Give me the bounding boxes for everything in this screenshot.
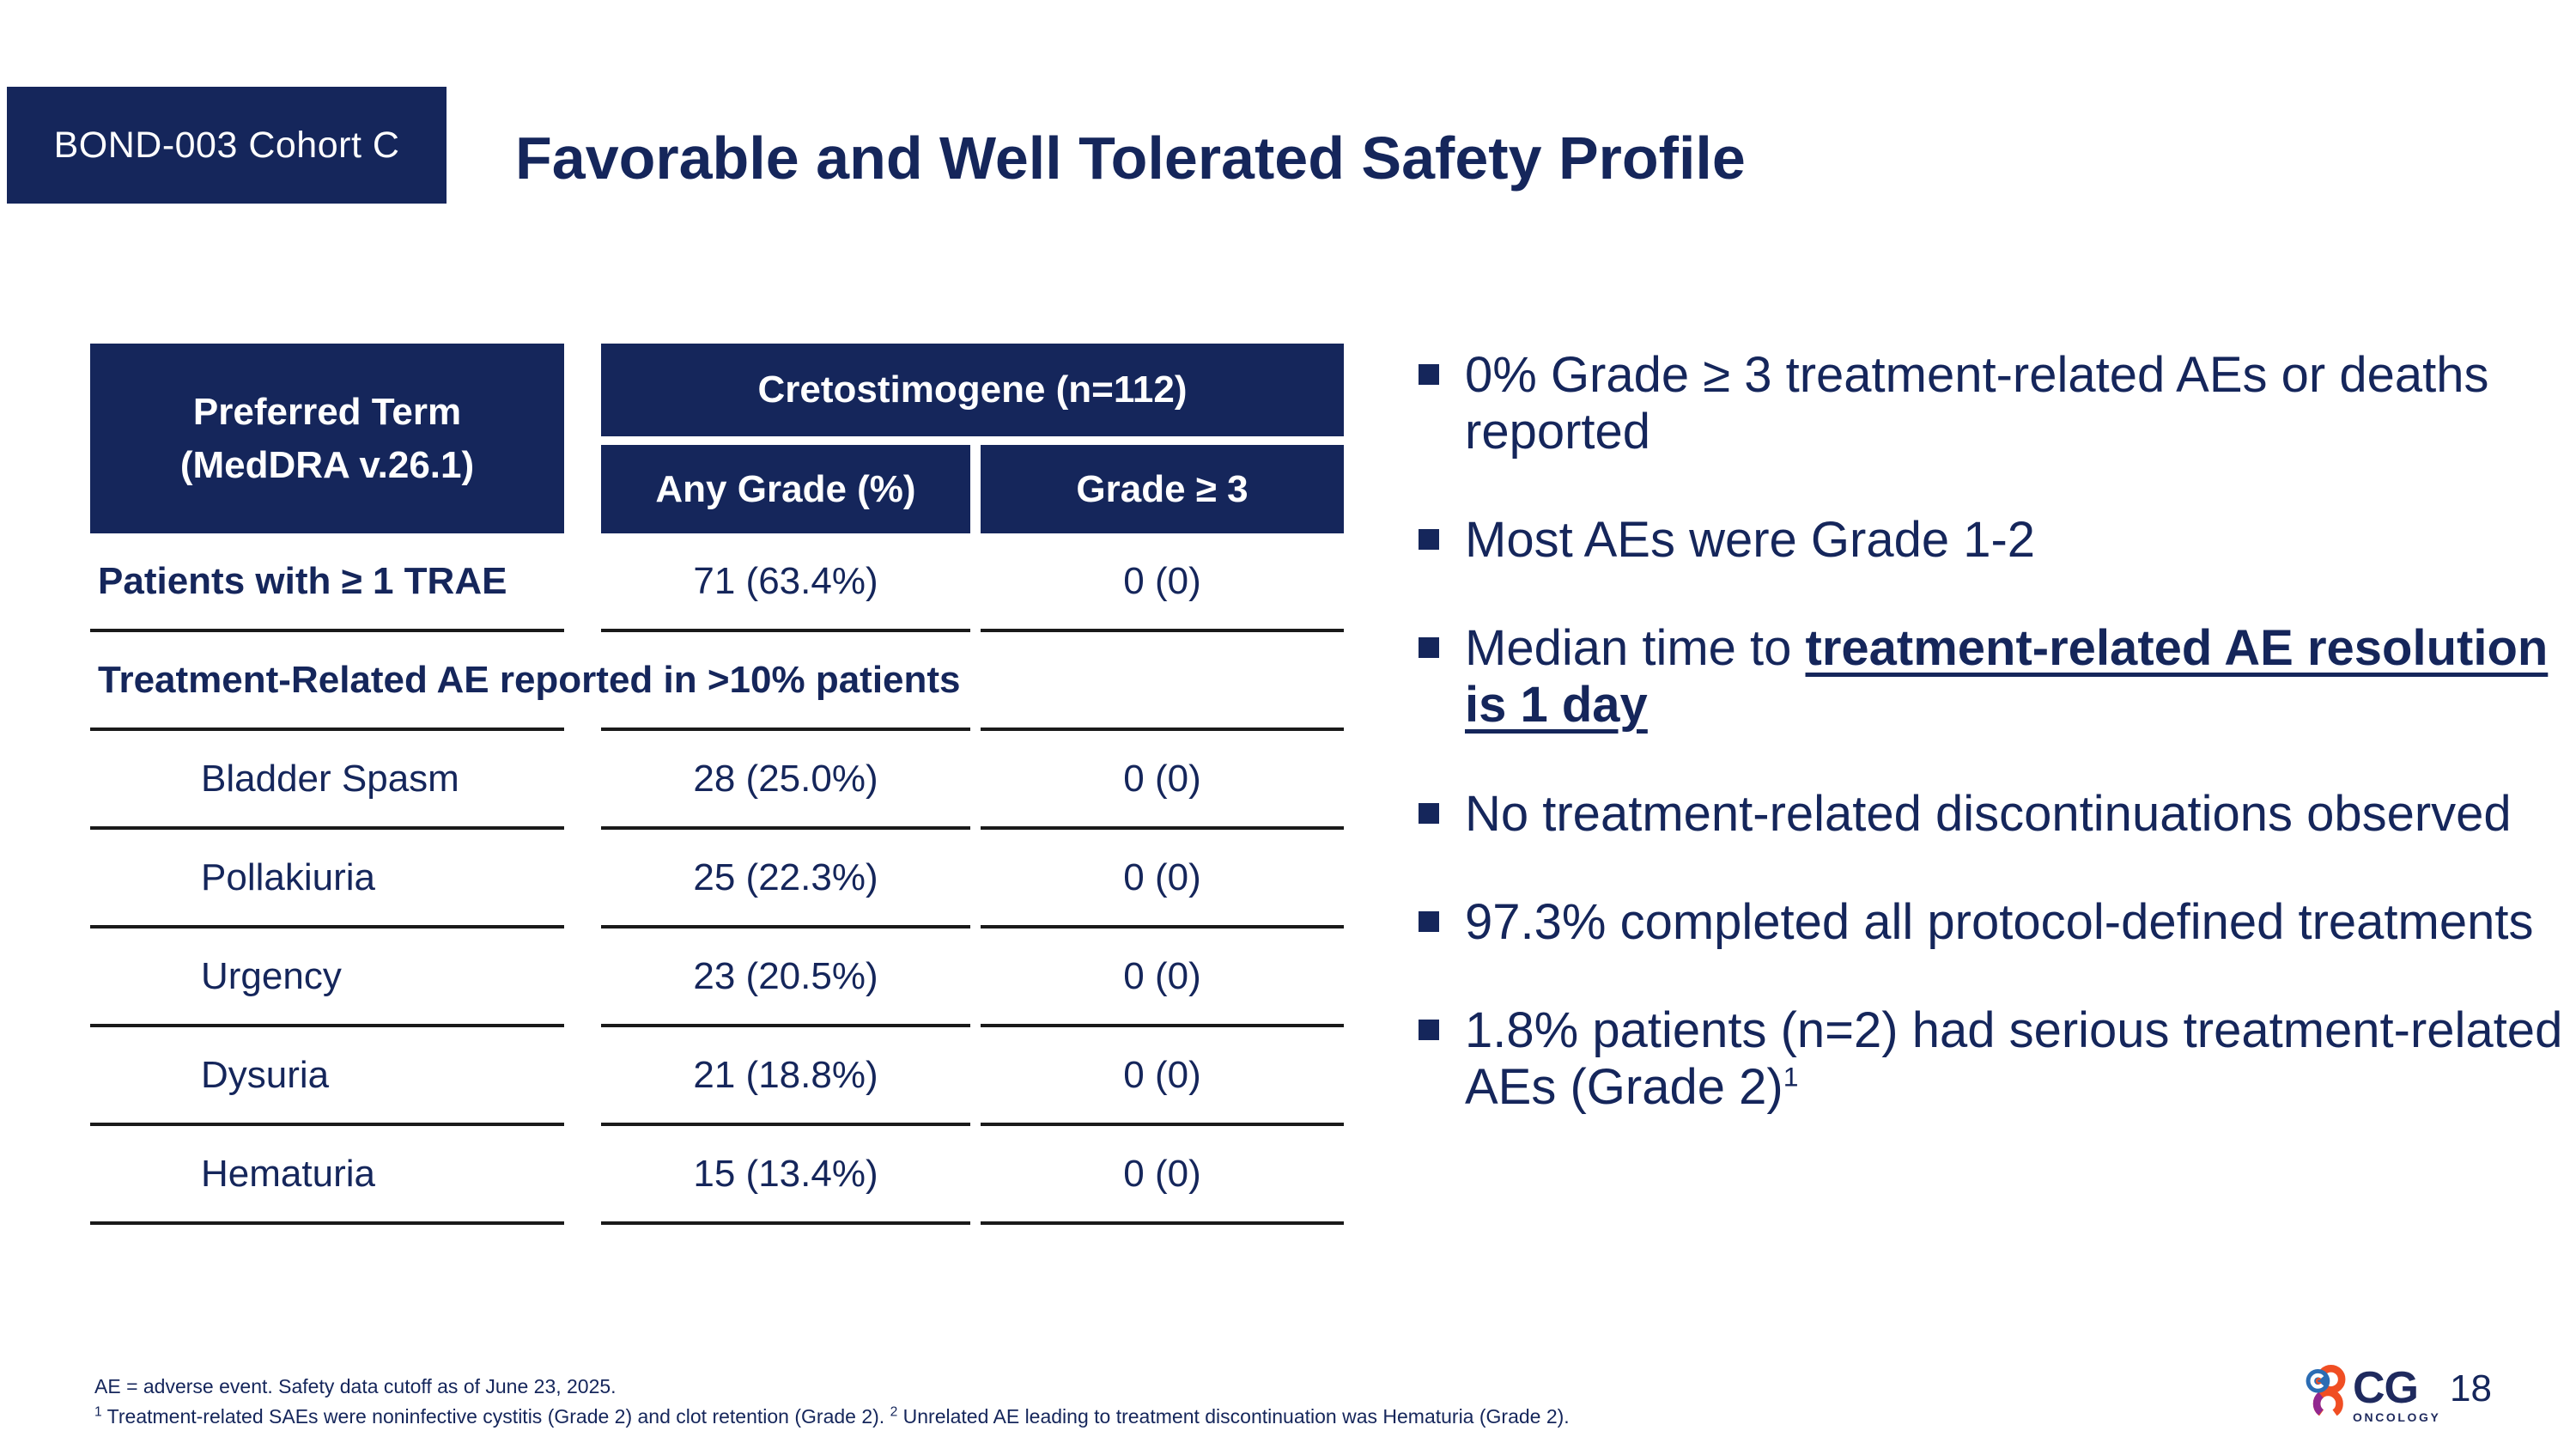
list-item: 0% Grade ≥ 3 treatment-related AEs or de… bbox=[1419, 347, 2573, 460]
ae-term: Dysuria bbox=[201, 1053, 330, 1096]
bullet-text: Most AEs were Grade 1-2 bbox=[1465, 512, 2036, 569]
table-header-preferred-term: Preferred Term (MedDRA v.26.1) bbox=[90, 344, 564, 533]
bullet-square-icon bbox=[1419, 637, 1439, 659]
summary-term: Patients with ≥ 1 TRAE bbox=[90, 533, 564, 632]
logo-text-column: CG ONCOLOGY bbox=[2353, 1363, 2441, 1425]
list-item: 97.3% completed all protocol-defined tre… bbox=[1419, 894, 2573, 951]
ae-term: Hematuria bbox=[201, 1152, 375, 1195]
bullet-square-icon bbox=[1419, 1019, 1439, 1040]
footnote-line2: 1 Treatment-related SAEs were noninfecti… bbox=[94, 1402, 1570, 1432]
section-header-label: Treatment-Related AE reported in >10% pa… bbox=[90, 632, 961, 731]
ae-any-grade: 15 (13.4%) bbox=[601, 1126, 970, 1225]
table-row: Bladder Spasm 28 (25.0%) 0 (0) bbox=[90, 731, 1344, 830]
bullet-square-icon bbox=[1419, 802, 1439, 824]
key-points-list: 0% Grade ≥ 3 treatment-related AEs or de… bbox=[1419, 347, 2573, 1167]
list-item: Median time to treatment-related AE reso… bbox=[1419, 620, 2573, 734]
ae-grade3: 0 (0) bbox=[981, 1027, 1344, 1126]
table-header: Preferred Term (MedDRA v.26.1) Cretostim… bbox=[90, 344, 1344, 533]
ae-term: Urgency bbox=[201, 954, 342, 997]
ae-term: Bladder Spasm bbox=[201, 757, 459, 800]
logo-cg-text: CG bbox=[2353, 1363, 2419, 1413]
ae-any-grade: 21 (18.8%) bbox=[601, 1027, 970, 1126]
bullet-text: 97.3% completed all protocol-defined tre… bbox=[1465, 893, 2534, 950]
footnote-sup-2: 2 bbox=[890, 1403, 898, 1419]
summary-any-grade: 71 (63.4%) bbox=[601, 533, 970, 632]
cg-oncology-logo-icon bbox=[2306, 1364, 2346, 1419]
ae-term: Pollakiuria bbox=[201, 855, 375, 898]
bullet-text: No treatment-related discontinuations ob… bbox=[1465, 785, 2512, 842]
bullet-text: Median time to treatment-related AE reso… bbox=[1465, 620, 2573, 734]
table-header-group: Cretostimogene (n=112) bbox=[601, 344, 1344, 436]
bullet-square-icon bbox=[1419, 364, 1439, 385]
bullet-text: 1.8% patients (n=2) had serious treatmen… bbox=[1465, 1002, 2573, 1116]
preferred-term-line2: (MedDRA v.26.1) bbox=[179, 443, 475, 486]
section-header-spacer2 bbox=[981, 632, 1344, 731]
section-header-spacer1 bbox=[601, 632, 970, 731]
table-row: Urgency 23 (20.5%) 0 (0) bbox=[90, 928, 1344, 1027]
footnote-text-1: Treatment-related SAEs were noninfective… bbox=[101, 1404, 890, 1428]
footnote-line1: AE = adverse event. Safety data cutoff a… bbox=[94, 1375, 617, 1397]
adverse-events-table: Preferred Term (MedDRA v.26.1) Cretostim… bbox=[90, 344, 1344, 1225]
footnote-text-2: Unrelated AE leading to treatment discon… bbox=[897, 1404, 1570, 1428]
bullet-square-icon bbox=[1419, 529, 1439, 551]
list-item: No treatment-related discontinuations ob… bbox=[1419, 786, 2573, 843]
table-section-header-row: Treatment-Related AE reported in >10% pa… bbox=[90, 632, 1344, 731]
logo-oncology-text: ONCOLOGY bbox=[2353, 1410, 2441, 1425]
table-header-grade3: Grade ≥ 3 bbox=[981, 445, 1344, 533]
ae-grade3: 0 (0) bbox=[981, 830, 1344, 928]
ae-any-grade: 25 (22.3%) bbox=[601, 830, 970, 928]
list-item: Most AEs were Grade 1-2 bbox=[1419, 512, 2573, 569]
study-badge: BOND-003 Cohort C bbox=[7, 87, 447, 204]
ae-grade3: 0 (0) bbox=[981, 1126, 1344, 1225]
ae-any-grade: 23 (20.5%) bbox=[601, 928, 970, 1027]
bullet-text-prefix: Median time to bbox=[1465, 620, 1806, 677]
table-header-any-grade: Any Grade (%) bbox=[601, 445, 970, 533]
bullet-square-icon bbox=[1419, 910, 1439, 932]
ae-grade3: 0 (0) bbox=[981, 731, 1344, 830]
table-row: Hematuria 15 (13.4%) 0 (0) bbox=[90, 1126, 1344, 1225]
table-row-summary: Patients with ≥ 1 TRAE 71 (63.4%) 0 (0) bbox=[90, 533, 1344, 632]
study-badge-label: BOND-003 Cohort C bbox=[53, 124, 400, 166]
table-row: Dysuria 21 (18.8%) 0 (0) bbox=[90, 1027, 1344, 1126]
bullet-text: 0% Grade ≥ 3 treatment-related AEs or de… bbox=[1465, 347, 2489, 460]
table-body: Patients with ≥ 1 TRAE 71 (63.4%) 0 (0) … bbox=[90, 533, 1344, 1225]
summary-grade3: 0 (0) bbox=[981, 533, 1344, 632]
list-item: 1.8% patients (n=2) had serious treatmen… bbox=[1419, 1002, 2573, 1116]
footnote-marker: 1 bbox=[1783, 1061, 1799, 1093]
page-number: 18 bbox=[2450, 1367, 2492, 1409]
bullet-text-main: 1.8% patients (n=2) had serious treatmen… bbox=[1465, 1002, 2563, 1115]
table-row: Pollakiuria 25 (22.3%) 0 (0) bbox=[90, 830, 1344, 928]
ae-any-grade: 28 (25.0%) bbox=[601, 731, 970, 830]
bullet-text-emphasis: treatment-related AE resolution is 1 day bbox=[1465, 620, 2549, 734]
cg-oncology-logo: CG ONCOLOGY bbox=[2305, 1364, 2440, 1424]
footnotes: AE = adverse event. Safety data cutoff a… bbox=[94, 1372, 1570, 1431]
footnote-sup-1: 1 bbox=[94, 1403, 102, 1419]
preferred-term-line1: Preferred Term bbox=[192, 390, 462, 433]
page-title: Favorable and Well Tolerated Safety Prof… bbox=[515, 125, 1746, 192]
ae-grade3: 0 (0) bbox=[981, 928, 1344, 1027]
